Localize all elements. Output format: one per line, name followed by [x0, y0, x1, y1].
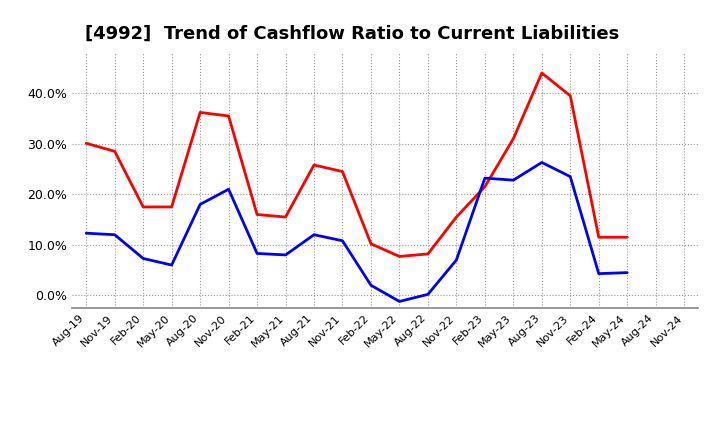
- Free CF to Current Liabilities: [366, 282, 375, 288]
- Operating CF to Current Liabilities: [366, 241, 375, 246]
- Line: Operating CF to Current Liabilities: Operating CF to Current Liabilities: [86, 73, 627, 257]
- Free CF to Current Liabilities: [310, 232, 318, 237]
- Operating CF to Current Liabilities: [423, 251, 432, 257]
- Free CF to Current Liabilities: [139, 256, 148, 261]
- Free CF to Current Liabilities: [196, 202, 204, 207]
- Free CF to Current Liabilities: [338, 238, 347, 243]
- Operating CF to Current Liabilities: [595, 235, 603, 240]
- Free CF to Current Liabilities: [395, 299, 404, 304]
- Operating CF to Current Liabilities: [167, 204, 176, 209]
- Free CF to Current Liabilities: [253, 251, 261, 256]
- Free CF to Current Liabilities: [509, 177, 518, 183]
- Operating CF to Current Liabilities: [282, 214, 290, 220]
- Free CF to Current Liabilities: [225, 187, 233, 192]
- Line: Free CF to Current Liabilities: Free CF to Current Liabilities: [86, 162, 627, 301]
- Operating CF to Current Liabilities: [509, 136, 518, 141]
- Operating CF to Current Liabilities: [225, 114, 233, 119]
- Operating CF to Current Liabilities: [537, 70, 546, 76]
- Operating CF to Current Liabilities: [452, 214, 461, 220]
- Operating CF to Current Liabilities: [338, 169, 347, 174]
- Legend: Operating CF to Current Liabilities, Free CF to Current Liabilities: Operating CF to Current Liabilities, Fre…: [131, 437, 639, 440]
- Free CF to Current Liabilities: [480, 176, 489, 181]
- Free CF to Current Liabilities: [282, 252, 290, 257]
- Free CF to Current Liabilities: [167, 262, 176, 268]
- Free CF to Current Liabilities: [566, 174, 575, 179]
- Operating CF to Current Liabilities: [110, 149, 119, 154]
- Free CF to Current Liabilities: [452, 257, 461, 263]
- Free CF to Current Liabilities: [110, 232, 119, 237]
- Free CF to Current Liabilities: [423, 292, 432, 297]
- Free CF to Current Liabilities: [82, 231, 91, 236]
- Operating CF to Current Liabilities: [566, 93, 575, 99]
- Operating CF to Current Liabilities: [139, 204, 148, 209]
- Free CF to Current Liabilities: [623, 270, 631, 275]
- Operating CF to Current Liabilities: [480, 184, 489, 189]
- Operating CF to Current Liabilities: [82, 141, 91, 146]
- Free CF to Current Liabilities: [537, 160, 546, 165]
- Operating CF to Current Liabilities: [623, 235, 631, 240]
- Operating CF to Current Liabilities: [395, 254, 404, 259]
- Free CF to Current Liabilities: [595, 271, 603, 276]
- Operating CF to Current Liabilities: [253, 212, 261, 217]
- Operating CF to Current Liabilities: [196, 110, 204, 115]
- Operating CF to Current Liabilities: [310, 162, 318, 168]
- Text: [4992]  Trend of Cashflow Ratio to Current Liabilities: [4992] Trend of Cashflow Ratio to Curren…: [84, 25, 618, 43]
